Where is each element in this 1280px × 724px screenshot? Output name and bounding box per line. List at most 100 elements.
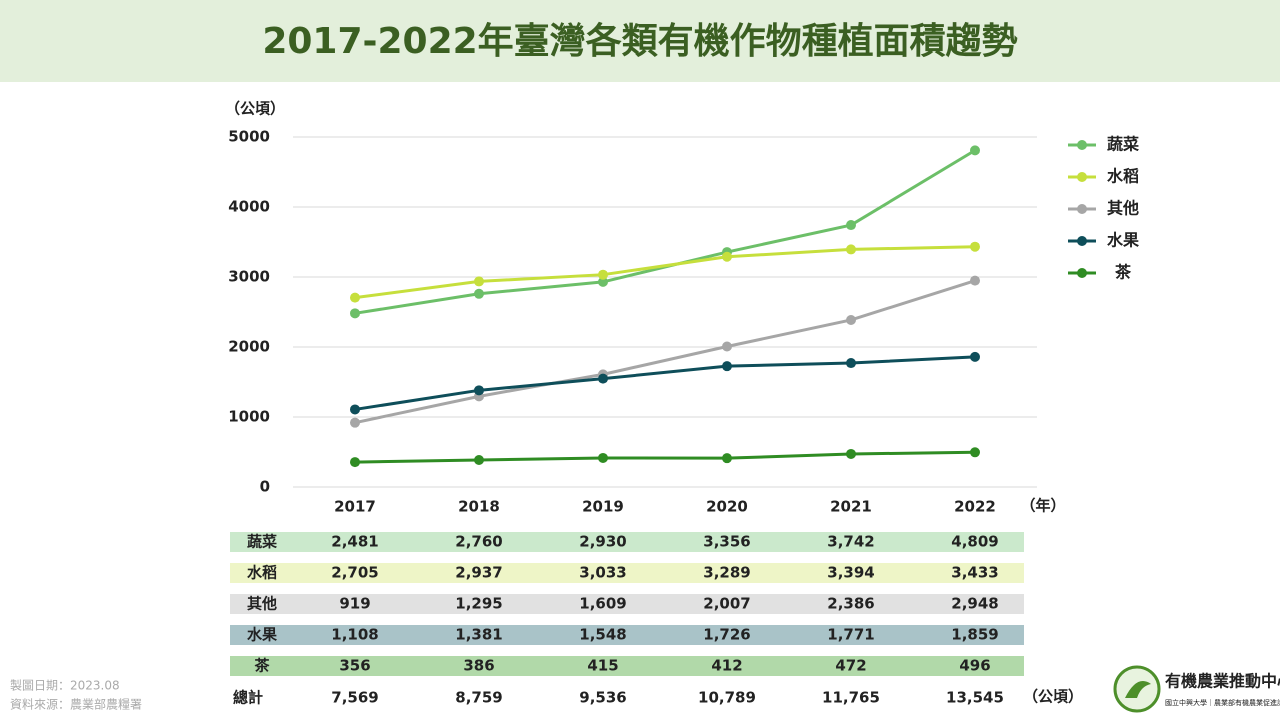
total-cell: 10,789 xyxy=(698,689,756,707)
table-row xyxy=(230,656,1024,676)
row-label: 水稻 xyxy=(247,564,277,582)
logo-leaf xyxy=(1125,681,1151,698)
table-cell: 496 xyxy=(959,657,990,675)
point xyxy=(970,351,980,362)
row-label: 茶 xyxy=(254,657,270,675)
point xyxy=(846,244,856,255)
legend-label: 茶 xyxy=(1114,263,1132,282)
y-tick-label: 5000 xyxy=(228,128,270,146)
table-row xyxy=(230,563,1024,583)
table-cell: 415 xyxy=(587,657,618,675)
point xyxy=(722,341,732,352)
point xyxy=(722,251,732,262)
x-tick-label: 2017 xyxy=(334,498,376,516)
row-label: 其他 xyxy=(247,595,277,613)
y-tick-label: 2000 xyxy=(228,338,270,356)
table-cell: 2,386 xyxy=(827,595,874,613)
point xyxy=(350,404,360,415)
table-cell: 3,394 xyxy=(827,564,874,582)
legend-marker xyxy=(1077,140,1087,150)
table-cell: 2,007 xyxy=(703,595,750,613)
table-cell: 1,771 xyxy=(827,626,874,644)
legend-marker xyxy=(1077,204,1087,214)
table-row xyxy=(230,532,1024,552)
table-cell: 2,930 xyxy=(579,533,626,551)
table-row xyxy=(230,625,1024,645)
table-cell: 3,433 xyxy=(951,564,998,582)
legend-marker xyxy=(1077,172,1087,182)
table-cell: 1,859 xyxy=(951,626,998,644)
total-cell: 11,765 xyxy=(822,689,880,707)
total-cell: 7,569 xyxy=(331,689,378,707)
table-cell: 1,295 xyxy=(455,595,502,613)
y-tick-label: 3000 xyxy=(228,268,270,286)
legend-label: 水果 xyxy=(1107,231,1139,250)
point xyxy=(474,276,484,287)
total-cell: 13,545 xyxy=(946,689,1004,707)
table-cell: 472 xyxy=(835,657,866,675)
point xyxy=(846,314,856,325)
x-tick-label: 2019 xyxy=(582,498,624,516)
table-cell: 2,705 xyxy=(331,564,378,582)
note: 資料來源：農業部農糧署 xyxy=(10,697,142,712)
point xyxy=(970,145,980,156)
legend-marker xyxy=(1077,268,1087,278)
point xyxy=(970,275,980,286)
table-cell: 4,809 xyxy=(951,533,998,551)
x-tick-label: 2021 xyxy=(830,498,872,516)
row-label: 水果 xyxy=(247,626,278,644)
table-cell: 2,948 xyxy=(951,595,998,613)
table-cell: 3,356 xyxy=(703,533,750,551)
y-axis-label: （公頃） xyxy=(225,100,285,118)
legend-label: 其他 xyxy=(1107,199,1139,218)
table-cell: 1,609 xyxy=(579,595,626,613)
point xyxy=(970,241,980,252)
line xyxy=(354,149,976,315)
title-band xyxy=(0,0,1280,82)
point xyxy=(846,448,856,459)
legend-label: 蔬菜 xyxy=(1107,135,1139,154)
point xyxy=(474,385,484,396)
logo-name: 有機農業推動中心 xyxy=(1165,672,1280,691)
x-tick-label: 2022 xyxy=(954,498,996,516)
table-unit: （公頃） xyxy=(1023,688,1083,706)
chart-title: 2017-2022年臺灣各類有機作物種植面積趨勢 xyxy=(262,21,1017,62)
table-cell: 3,033 xyxy=(579,564,626,582)
total-cell: 8,759 xyxy=(455,689,502,707)
logo-subtitle: 國立中興大學｜農業部有機農業促進諮詢會 xyxy=(1165,698,1280,707)
table-cell: 3,289 xyxy=(703,564,750,582)
point xyxy=(846,358,856,369)
table-cell: 412 xyxy=(711,657,742,675)
legend-label: 水稻 xyxy=(1107,167,1139,186)
point xyxy=(474,288,484,299)
row-label: 蔬菜 xyxy=(247,533,277,551)
line xyxy=(354,245,976,300)
table-cell: 2,937 xyxy=(455,564,502,582)
table-cell: 356 xyxy=(339,657,370,675)
legend-marker xyxy=(1077,236,1087,246)
total-label: 總計 xyxy=(233,689,263,707)
total-cell: 9,536 xyxy=(579,689,626,707)
table-cell: 919 xyxy=(339,595,370,613)
table-cell: 386 xyxy=(463,657,494,675)
y-tick-label: 4000 xyxy=(228,198,270,216)
point xyxy=(474,454,484,465)
table-cell: 1,381 xyxy=(455,626,502,644)
y-tick-label: 1000 xyxy=(228,408,270,426)
table-cell: 1,548 xyxy=(579,626,626,644)
line xyxy=(354,355,976,411)
table-cell: 3,742 xyxy=(827,533,874,551)
point xyxy=(970,447,980,458)
line xyxy=(354,450,976,464)
table-cell: 1,108 xyxy=(331,626,378,644)
note: 製圖日期：2023.08 xyxy=(10,679,120,693)
y-tick-label: 0 xyxy=(260,478,270,496)
line xyxy=(354,279,976,425)
point xyxy=(350,308,360,319)
point xyxy=(350,457,360,468)
point xyxy=(598,452,608,463)
logo: 有機農業推動中心 國立中興大學｜農業部有機農業促進諮詢會 xyxy=(1113,665,1280,713)
point xyxy=(350,417,360,428)
